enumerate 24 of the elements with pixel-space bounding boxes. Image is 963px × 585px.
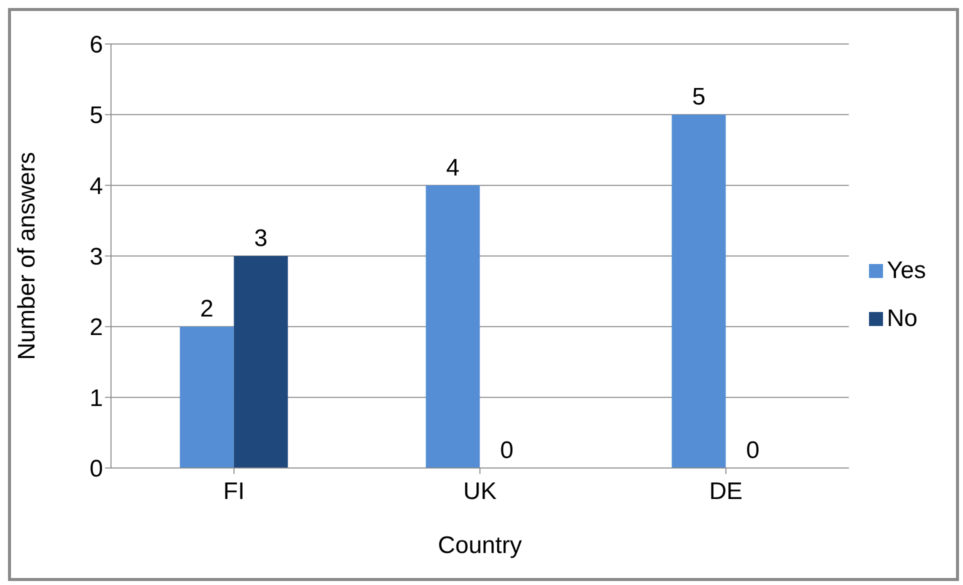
x-tick-label: UK xyxy=(463,478,497,506)
data-label: 0 xyxy=(746,437,760,464)
data-label: 3 xyxy=(254,225,268,252)
y-tick-label: 2 xyxy=(90,314,103,342)
y-tick-label: 6 xyxy=(90,32,103,59)
y-tick-label: 5 xyxy=(90,102,103,130)
x-tick-label: DE xyxy=(709,478,743,506)
legend-label: Yes xyxy=(886,256,926,284)
data-label: 0 xyxy=(500,437,514,464)
bar xyxy=(672,114,726,468)
y-axis-title: Number of answers xyxy=(14,152,41,360)
data-label: 4 xyxy=(446,154,460,182)
legend-label: No xyxy=(886,304,918,332)
y-tick-label: 4 xyxy=(90,172,103,200)
bar xyxy=(180,326,234,468)
y-tick-label: 0 xyxy=(90,456,103,483)
y-tick-label: 3 xyxy=(90,244,103,271)
x-tick-label: FI xyxy=(223,478,245,506)
bar xyxy=(234,256,288,468)
data-label: 5 xyxy=(692,84,706,111)
bar xyxy=(426,185,480,468)
x-axis-title: Country xyxy=(438,532,522,559)
y-tick-label: 1 xyxy=(90,384,103,412)
data-label: 2 xyxy=(200,296,214,323)
